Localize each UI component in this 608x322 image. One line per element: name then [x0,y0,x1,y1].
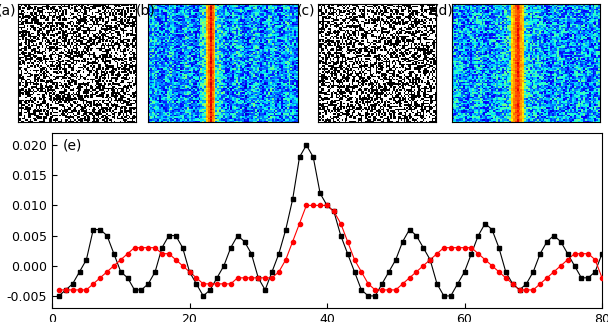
Y-axis label: $A_{GI}$ (arb. units): $A_{GI}$ (arb. units) [0,169,4,272]
Text: (b): (b) [136,4,156,18]
Text: (c): (c) [297,4,316,18]
Text: (d): (d) [434,4,454,18]
Text: (a): (a) [0,4,16,18]
Text: (e): (e) [63,138,82,152]
